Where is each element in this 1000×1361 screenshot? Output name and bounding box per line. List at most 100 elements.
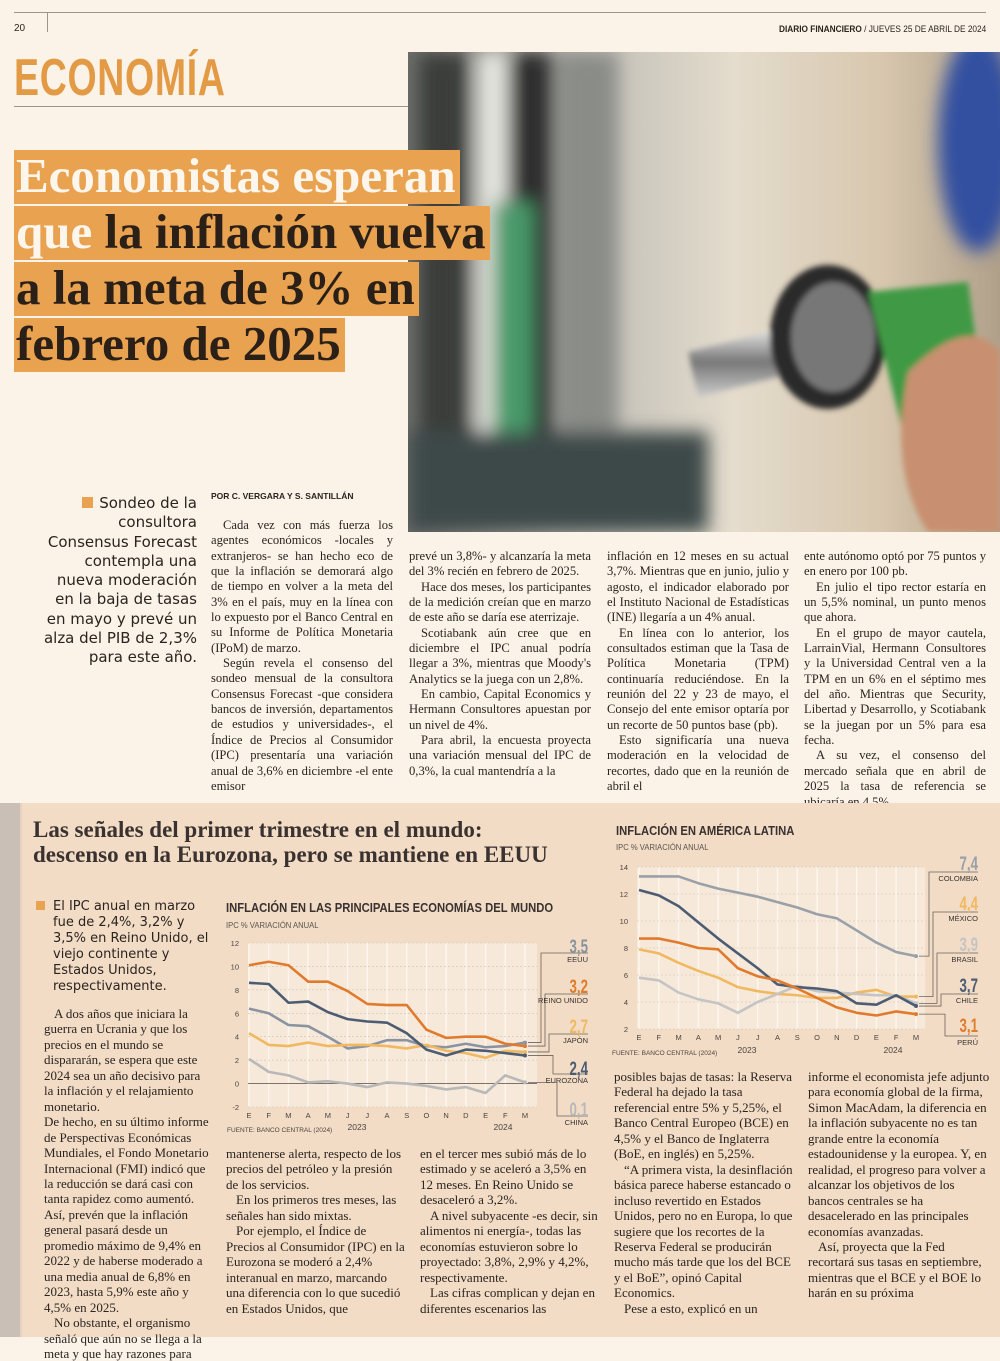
square-bullet-icon (36, 901, 45, 910)
paragraph: posibles bajas de tasas: la Reserva Fede… (614, 1069, 792, 1162)
month-tick-label: J (736, 1033, 740, 1042)
paragraph: Scotiabank aún cree que en diciembre el … (409, 625, 591, 686)
series-name-label: CHINA (565, 1118, 588, 1127)
month-tick-label: O (814, 1033, 820, 1042)
month-tick-label: S (795, 1033, 800, 1042)
box-column-4: posibles bajas de tasas: la Reserva Fede… (614, 1069, 796, 1316)
latam-chart-title: INFLACIÓN EN AMÉRICA LATINA (616, 824, 795, 838)
series-line-perú (639, 937, 917, 1017)
series-name-label: EUROZONA (545, 1076, 588, 1085)
month-tick-label: N (834, 1033, 839, 1042)
month-tick-label: A (696, 1033, 701, 1042)
paragraph: Pese a esto, explicó en un (624, 1300, 758, 1316)
series-end-point (523, 1044, 527, 1049)
year-label: 2024 (884, 1045, 903, 1055)
box-title-line: descenso en la Eurozona, pero se mantien… (33, 842, 548, 867)
box-border (0, 803, 20, 1337)
world-chart-subtitle: IPC % VARIACIÓN ANUAL (226, 920, 319, 930)
month-tick-label: M (913, 1033, 919, 1042)
paragraph: En cambio, Capital Economics y Hermann C… (409, 687, 591, 732)
series-end-point (523, 1040, 527, 1045)
publication-name: DIARIO FINANCIERO (778, 24, 862, 34)
paragraph: En los primeros tres meses, las señales … (226, 1192, 397, 1223)
paragraph: Hace dos meses, los participantes de la … (409, 579, 591, 625)
publication-dateline: DIARIO FINANCIERO / JUEVES 25 DE ABRIL D… (779, 24, 986, 34)
series-name-label: CHILE (956, 996, 978, 1005)
series-end-point (914, 994, 918, 999)
series-end-point (523, 1053, 527, 1058)
paragraph: Cada vez con más fuerza los agentes econ… (211, 518, 393, 655)
paragraph: A su vez, el consenso del mercado señala… (804, 748, 986, 809)
y-tick-label: 4 (624, 998, 628, 1007)
year-label: 2023 (738, 1045, 757, 1055)
month-tick-label: M (285, 1111, 291, 1120)
series-name-label: JAPÓN (563, 1036, 588, 1045)
label-connector (919, 911, 978, 998)
series-value-label: 7,4 (960, 854, 979, 875)
paragraph: En línea con lo anterior, los consultado… (607, 625, 789, 732)
chart-source: FUENTE: BANCO CENTRAL (2024) (227, 1127, 332, 1134)
paragraph: De hecho, en su último informe de Perspe… (44, 1114, 209, 1315)
series-name-label: MÉXICO (948, 914, 978, 923)
paragraph: Según revela el consenso del sondeo mens… (211, 656, 393, 793)
label-connector (919, 952, 978, 1004)
month-tick-label: J (346, 1111, 350, 1120)
summary-text: Sondeo de la consultora Consensus Foreca… (43, 494, 197, 667)
series-end-point (914, 1004, 918, 1009)
month-tick-label: E (636, 1033, 641, 1042)
y-tick-label: 6 (235, 1009, 239, 1018)
series-line-eurozona (248, 981, 526, 1057)
top-rule (14, 12, 986, 13)
fuel-nozzle-photo (408, 52, 1000, 532)
y-tick-label: 4 (235, 1033, 239, 1042)
series-line-china (248, 1057, 526, 1095)
paragraph: prevé un 3,8%- y alcanzaría la meta del … (409, 549, 591, 579)
paragraph: Las cifras complican y dejan en diferent… (420, 1285, 595, 1316)
box-title-line: Las señales del primer trimestre en el m… (33, 817, 483, 842)
series-line-japón (248, 1032, 526, 1060)
series-value-label: 3,1 (960, 1016, 978, 1037)
paragraph: Para abril, la encuesta proyecta una var… (409, 733, 591, 778)
month-tick-label: O (424, 1111, 430, 1120)
y-tick-label: 14 (620, 863, 628, 872)
publication-date: / JUEVES 25 DE ABRIL DE 2024 (861, 24, 986, 34)
series-value-label: 0,1 (570, 1100, 588, 1121)
y-tick-label: 2 (235, 1056, 239, 1065)
month-tick-label: A (775, 1033, 780, 1042)
box-column-3: en el tercer mes subió más de lo estimad… (420, 1146, 602, 1316)
series-line-reino-unido (248, 960, 526, 1048)
world-inflation-chart: E F M A M J J A S O N D E F M -2 0 2 4 6 8 10 12 2023 2024 FUENTE… (227, 937, 589, 1134)
latam-inflation-chart: E F M A M J J A S O N D E F M 2 4 6 8 10 12 14 2023 2024 FUENTE:… (612, 854, 979, 1057)
month-tick-label: N (443, 1111, 448, 1120)
paragraph: Esto significaría una nueva moderación e… (607, 733, 789, 794)
month-tick-label: F (503, 1111, 508, 1120)
month-tick-label: F (266, 1111, 271, 1120)
year-label: 2024 (494, 1122, 513, 1132)
y-tick-label: 8 (235, 986, 239, 995)
label-connector (528, 1055, 588, 1075)
month-tick-label: D (463, 1111, 469, 1120)
series-name-label: COLOMBIA (938, 874, 978, 883)
paragraph: Así, proyecta que la Fed recortará sus t… (808, 1238, 982, 1301)
paragraph: A dos años que iniciara la guerra en Ucr… (44, 1006, 201, 1114)
byline: POR C. VERGARA Y S. SANTILLÁN (211, 491, 354, 501)
y-tick-label: -2 (232, 1103, 239, 1112)
box-column-1: El IPC anual en marzo fue de 2,4%, 3,2% … (36, 899, 211, 1361)
y-tick-label: 10 (620, 917, 628, 926)
series-value-label: 2,7 (570, 1017, 588, 1038)
series-name-label: PERÚ (957, 1038, 978, 1047)
month-tick-label: E (874, 1033, 879, 1042)
headline-line-1: Economistas esperan (14, 150, 460, 204)
headline-text: Economistas esperan (16, 148, 456, 203)
y-tick-label: 10 (231, 962, 239, 971)
series-value-label: 3,5 (570, 937, 588, 958)
month-tick-label: J (365, 1111, 369, 1120)
series-name-label: REINO UNIDO (538, 996, 588, 1005)
paragraph: en el tercer mes subió más de lo estimad… (420, 1146, 587, 1208)
paragraph: ente autónomo optó por 75 puntos y en en… (804, 549, 986, 579)
headline-text: que (16, 204, 93, 259)
paragraph: mantenerse alerta, respecto de los preci… (226, 1146, 402, 1192)
series-name-label: BRASIL (951, 955, 978, 964)
section-rule (14, 106, 408, 107)
paragraph: inflación en 12 meses en su actual 3,7%.… (607, 549, 789, 625)
